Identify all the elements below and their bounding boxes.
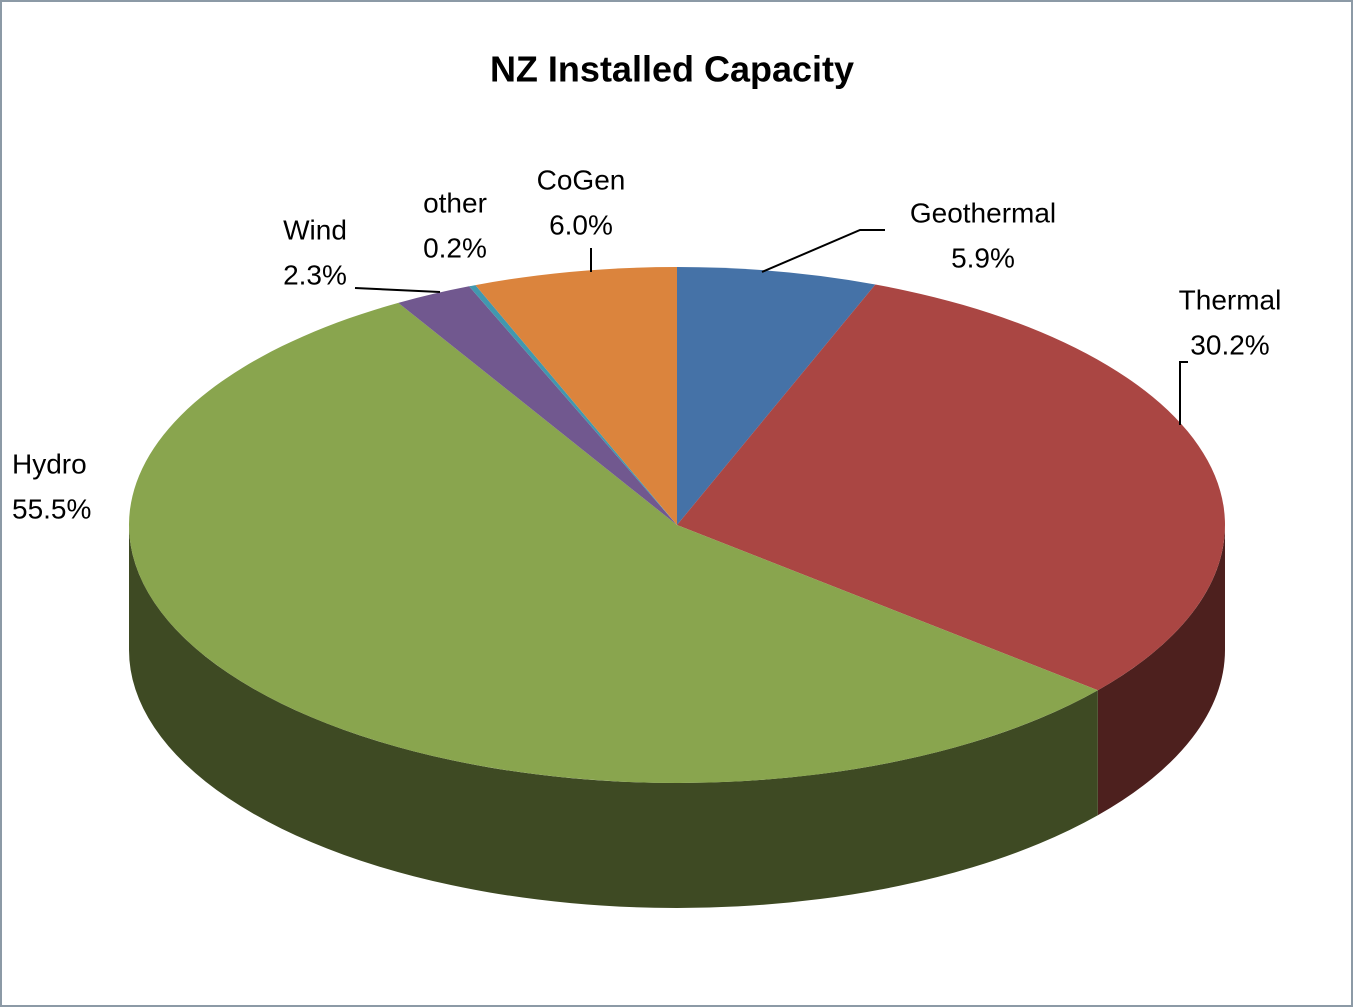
category-label: other — [423, 187, 487, 218]
slice — [469, 285, 677, 525]
slice — [677, 267, 876, 525]
leader-line — [1179, 361, 1188, 425]
slice-side — [1097, 525, 1225, 816]
value-label: 55.5% — [12, 493, 91, 524]
category-label: Thermal — [1179, 284, 1282, 315]
slice — [475, 267, 677, 525]
value-label: 2.3% — [283, 259, 347, 290]
data-labels: Geothermal 5.9% Thermal 30.2% Hydro 55.5% Wind… — [12, 164, 1281, 524]
slice — [129, 302, 1098, 783]
value-label: 6.0% — [549, 209, 613, 240]
slice — [677, 284, 1225, 691]
category-label: CoGen — [537, 164, 626, 195]
chart-title: NZ Installed Capacity — [490, 49, 854, 90]
value-label: 5.9% — [951, 242, 1015, 273]
category-label: Wind — [283, 214, 347, 245]
category-label: Geothermal — [910, 197, 1056, 228]
value-label: 30.2% — [1190, 329, 1269, 360]
category-label: Hydro — [12, 448, 87, 479]
value-label: 0.2% — [423, 232, 487, 263]
pie — [129, 267, 1225, 908]
slice-side — [129, 525, 1098, 908]
slice — [398, 286, 677, 525]
leader-line — [761, 229, 885, 273]
leader-line — [354, 287, 441, 293]
